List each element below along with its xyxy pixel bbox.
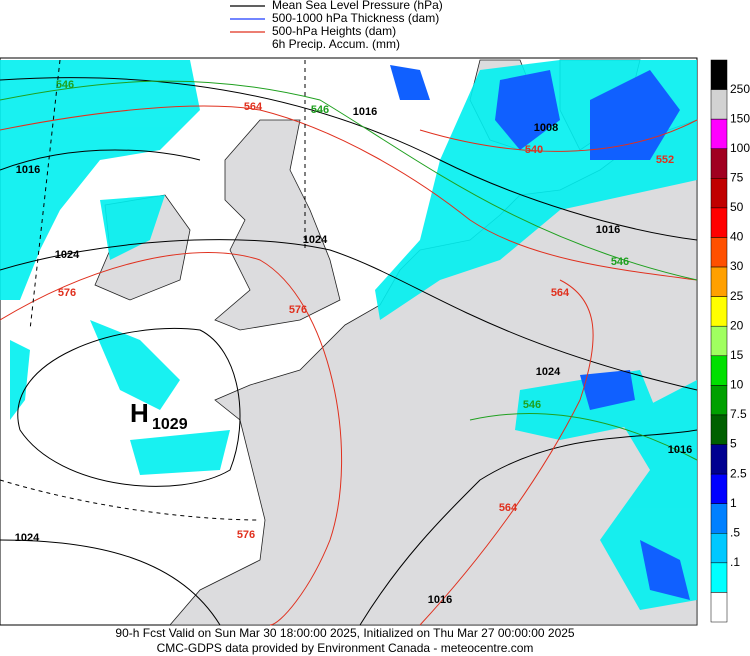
contour-label: 576 <box>58 287 76 299</box>
colorbar-label: 30 <box>730 259 744 273</box>
colorbar-box <box>710 444 728 475</box>
footer-text: CMC-GDPS data provided by Environment Ca… <box>157 641 534 655</box>
contour-label: 1024 <box>55 249 80 261</box>
colorbar-label: 150 <box>730 111 750 125</box>
colorbar-label: 1 <box>730 496 737 510</box>
contour-label: 552 <box>656 154 674 166</box>
colorbar-label: .5 <box>730 525 740 539</box>
colorbar-label: 10 <box>730 378 744 392</box>
high-letter: H <box>130 398 149 428</box>
contour-label: 564 <box>499 502 518 514</box>
legend-label: 500-hPa Heights (dam) <box>272 24 396 38</box>
colorbar-label: 100 <box>730 141 750 155</box>
colorbar-label: 20 <box>730 318 744 332</box>
contour-label: 540 <box>525 144 543 156</box>
colorbar-box <box>710 414 728 445</box>
colorbar-label: 7.5 <box>730 407 747 421</box>
contour-label: 546 <box>523 399 541 411</box>
contour-label: 546 <box>56 79 74 91</box>
colorbar-label: 40 <box>730 230 744 244</box>
contour-label: 576 <box>237 529 255 541</box>
map <box>0 57 698 626</box>
contour-label: 564 <box>244 101 263 113</box>
colorbar-box <box>710 59 728 90</box>
colorbar-box <box>710 325 728 357</box>
legend-label: 500-1000 hPa Thickness (dam) <box>272 11 439 25</box>
colorbar-label: 5 <box>730 437 737 451</box>
great-britain <box>214 119 341 331</box>
legend-label: 6h Precip. Accum. (mm) <box>272 37 400 51</box>
colorbar-label: 50 <box>730 200 744 214</box>
colorbar-box <box>710 237 728 268</box>
colorbar-box <box>710 503 728 534</box>
contour-label: 576 <box>289 304 307 316</box>
colorbar-box <box>710 266 728 297</box>
contour-label: 1024 <box>303 234 328 246</box>
colorbar-label: .1 <box>730 555 740 569</box>
contour-label: 1016 <box>596 224 620 236</box>
contours <box>0 59 698 626</box>
colorbar-box <box>710 473 728 504</box>
contour-label: 1008 <box>534 122 558 134</box>
colorbar-box <box>710 533 728 564</box>
colorbar-box <box>710 178 728 209</box>
colorbar-box <box>710 592 728 623</box>
footer-text: 90-h Fcst Valid on Sun Mar 30 18:00:00 2… <box>115 626 575 640</box>
colorbar-box <box>710 148 728 179</box>
colorbar-label: 15 <box>730 348 744 362</box>
colorbar-box <box>710 562 728 593</box>
colorbar-label: 25 <box>730 289 744 303</box>
high-value: 1029 <box>152 416 188 433</box>
legend-label: Mean Sea Level Pressure (hPa) <box>272 0 443 12</box>
contour-label: 546 <box>311 104 329 116</box>
contour-label: 1016 <box>353 106 377 118</box>
colorbar-box <box>710 89 728 120</box>
colorbar-box <box>710 385 728 416</box>
contour-label: 546 <box>611 256 629 268</box>
colorbar-label: 2.5 <box>730 466 747 480</box>
colorbar-box <box>710 118 728 149</box>
contour-label: 1024 <box>15 532 40 544</box>
colorbar-label: 75 <box>730 170 744 184</box>
contour-label: 1024 <box>536 366 561 378</box>
precip-moderate <box>390 65 690 600</box>
contour-label: 1016 <box>428 594 452 606</box>
contour-label: 1016 <box>16 164 40 176</box>
contour-label: 1016 <box>668 444 692 456</box>
colorbar-box <box>710 355 728 386</box>
colorbar-label: 250 <box>730 82 750 96</box>
colorbar-box <box>710 207 728 238</box>
colorbar-box <box>710 296 728 327</box>
contour-label: 564 <box>551 287 570 299</box>
